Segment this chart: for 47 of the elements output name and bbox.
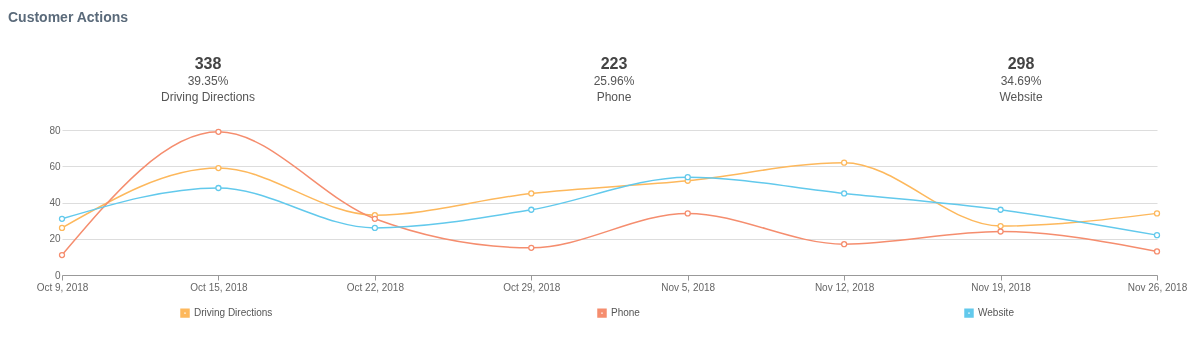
point <box>528 244 535 251</box>
text: 338 <box>194 55 222 72</box>
point <box>840 159 848 166</box>
y-tick-label: 60 <box>49 160 61 172</box>
legend-label: Website <box>978 307 1015 319</box>
y-tick-label: 40 <box>49 197 61 208</box>
point <box>840 241 848 248</box>
x-tick-label: Nov 12, 2018 <box>814 281 875 293</box>
point <box>58 224 66 232</box>
text: 25.96% <box>593 74 635 88</box>
x-tick-label: Oct 9, 2018 <box>36 281 89 293</box>
point <box>215 164 222 172</box>
y-tick-label: 80 <box>49 124 61 136</box>
x-tick-label: Oct 22, 2018 <box>346 281 405 293</box>
point <box>684 210 691 217</box>
point <box>528 190 535 197</box>
point <box>58 251 66 259</box>
legend-label: Phone <box>611 307 641 319</box>
y-tick-label: 0 <box>54 269 61 281</box>
text: 298 <box>1007 55 1035 72</box>
point <box>215 128 222 135</box>
point <box>215 184 222 192</box>
point <box>58 215 66 222</box>
point <box>997 222 1004 230</box>
point <box>371 224 379 232</box>
x-tick-label: Oct 29, 2018 <box>503 281 561 293</box>
x-tick-label: Oct 15, 2018 <box>190 281 248 293</box>
point <box>1153 210 1161 217</box>
point <box>684 173 691 181</box>
x-tick-label: Nov 5, 2018 <box>661 281 716 293</box>
y-tick-label: 20 <box>49 233 61 245</box>
point <box>528 206 535 213</box>
text: 34.69% <box>1000 74 1042 88</box>
text: 39.35% <box>187 74 229 88</box>
x-tick-label: Nov 26, 2018 <box>1127 281 1188 293</box>
point <box>997 206 1004 213</box>
point <box>997 228 1004 235</box>
text: Phone <box>596 90 632 104</box>
text: 223 <box>600 55 628 72</box>
chart-title: Customer Actions <box>8 9 129 25</box>
point <box>1153 231 1161 239</box>
legend-label: Driving Directions <box>194 307 273 319</box>
point <box>840 190 848 197</box>
x-tick-label: Nov 19, 2018 <box>971 281 1032 293</box>
text: Driving Directions <box>160 90 256 104</box>
text: Website <box>999 90 1043 104</box>
point <box>1153 248 1161 255</box>
